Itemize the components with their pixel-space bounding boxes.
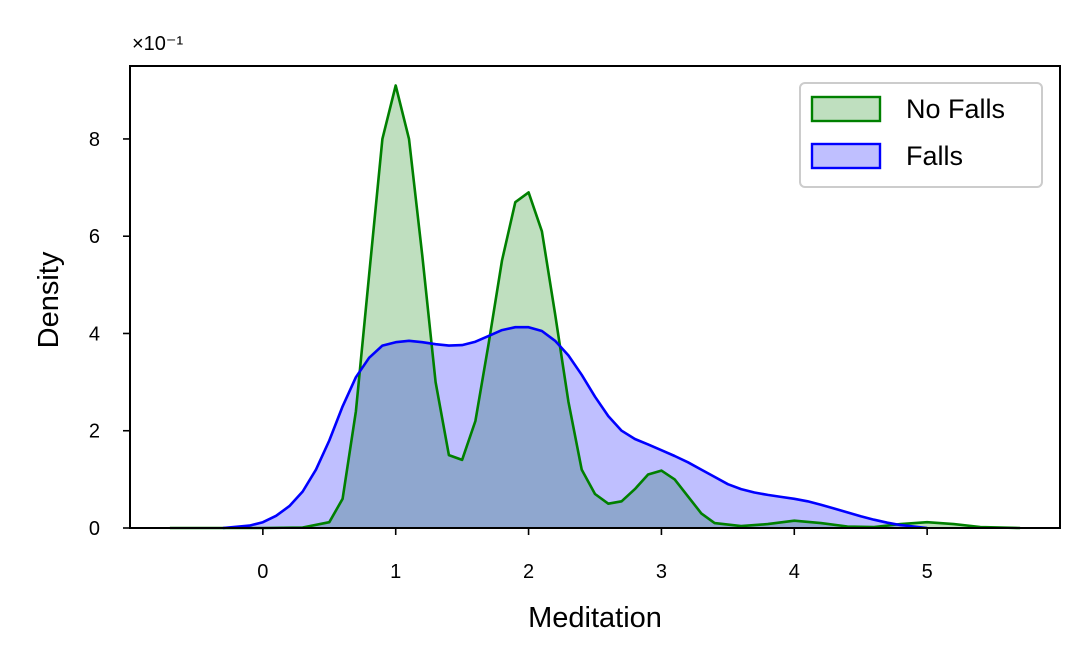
legend-swatch-1 <box>810 142 882 170</box>
legend-label-1: Falls <box>906 141 963 171</box>
x-tick-label: 5 <box>922 561 933 583</box>
legend: No Falls Falls <box>799 82 1043 188</box>
x-axis: 0 1 2 3 4 5 <box>257 528 933 583</box>
y-offset-text: ×10⁻¹ <box>132 33 183 55</box>
x-tick-label: 3 <box>656 561 667 583</box>
y-tick-label: 4 <box>89 323 100 345</box>
series-fills <box>169 85 1021 528</box>
legend-swatch-0 <box>810 95 882 123</box>
x-tick-label: 2 <box>523 561 534 583</box>
x-axis-label: Meditation <box>528 602 662 634</box>
series-fill-0 <box>169 85 1021 528</box>
y-tick-label: 8 <box>89 129 100 151</box>
y-tick-label: 6 <box>89 226 100 248</box>
y-tick-label: 0 <box>89 518 100 540</box>
x-tick-label: 4 <box>789 561 800 583</box>
x-tick-label: 0 <box>257 561 268 583</box>
legend-label-0: No Falls <box>906 94 1005 124</box>
series-line-0 <box>169 84 1021 530</box>
series-fill-1 <box>223 327 928 528</box>
y-axis-label: Density <box>33 251 65 348</box>
plot-frame <box>129 65 1061 529</box>
y-axis: 0 2 4 6 8 <box>89 129 130 540</box>
series-line-1 <box>222 325 928 530</box>
x-tick-label: 1 <box>390 561 401 583</box>
y-tick-label: 2 <box>89 421 100 443</box>
series-lines <box>169 84 1021 530</box>
legend-frame <box>799 82 1043 188</box>
